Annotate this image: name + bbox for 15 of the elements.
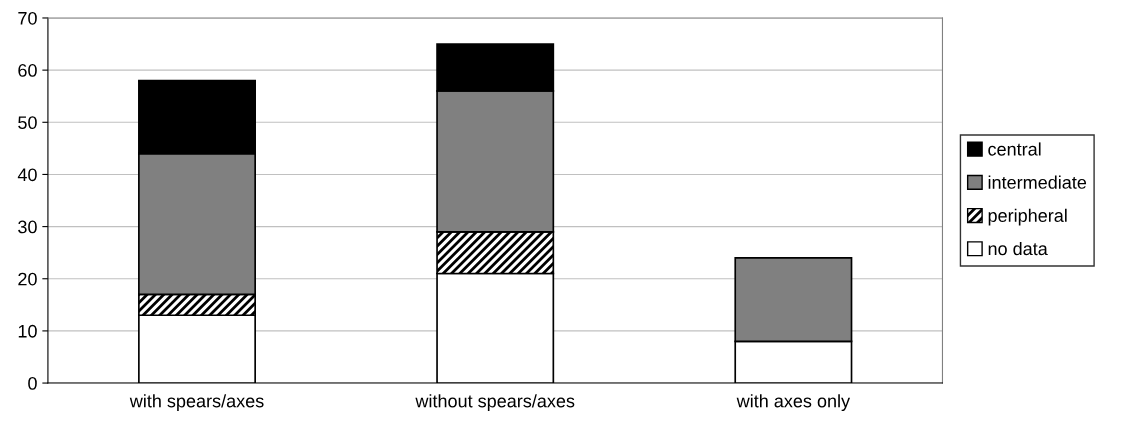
y-tick-label: 40 [17, 168, 37, 182]
legend-label: central [988, 142, 1041, 156]
y-tick-label: 70 [18, 11, 37, 25]
x-tick-label: with axes only [736, 394, 851, 411]
y-tick-label: 0 [28, 376, 37, 390]
y-tick-label: 10 [18, 324, 37, 338]
legend-label: intermediate [988, 175, 1087, 189]
legend-label: no data [988, 241, 1048, 256]
y-tick-label: 30 [18, 220, 37, 234]
legend-label: peripheral [988, 208, 1067, 226]
y-tick-label: 60 [18, 64, 37, 77]
x-tick-label: with spears/axes [129, 394, 264, 411]
x-tick-label: without spears/axes [415, 394, 575, 411]
y-tick-label: 50 [18, 116, 37, 130]
y-tick-label: 20 [18, 272, 37, 286]
